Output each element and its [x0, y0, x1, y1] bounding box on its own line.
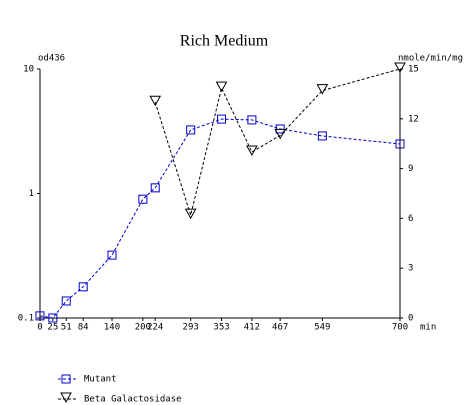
marker — [184, 208, 197, 220]
x-axis-label: min — [420, 323, 436, 333]
y2-axis-label: nmole/min/mg — [398, 54, 463, 64]
x-tick-label: 200 — [135, 323, 151, 333]
y2-tick-label: 3 — [408, 264, 413, 274]
x-tick-label: 412 — [244, 323, 260, 333]
legend-marker — [61, 374, 71, 384]
x-tick-label: 467 — [272, 323, 288, 333]
legend-label: Beta Galactosidase — [84, 395, 182, 405]
y2-tick-label: 6 — [408, 214, 413, 224]
x-tick-label: 293 — [183, 323, 199, 333]
x-tick-label: 549 — [314, 323, 330, 333]
legend-marker — [60, 392, 72, 404]
series-line — [39, 118, 401, 319]
x-tick-label: 353 — [213, 323, 229, 333]
y2-tick-label: 12 — [408, 114, 419, 124]
marker — [48, 313, 58, 323]
x-tick-label: 84 — [78, 323, 89, 333]
y-tick-label: 0.1 — [18, 314, 34, 324]
y-axis-label: od436 — [38, 54, 65, 64]
chart-title: Rich Medium — [180, 33, 269, 50]
marker — [395, 139, 405, 149]
y2-tick-label: 15 — [408, 65, 419, 75]
marker — [78, 282, 88, 292]
x-tick-label: 25 — [47, 323, 58, 333]
x-tick-label: 51 — [61, 323, 72, 333]
marker — [274, 128, 287, 140]
x-tick-label: 0 — [37, 323, 42, 333]
y2-tick-label: 0 — [408, 314, 413, 324]
marker — [215, 81, 228, 93]
marker — [247, 115, 257, 125]
series-line — [154, 68, 401, 217]
x-tick-label: 224 — [147, 323, 163, 333]
x-tick-label: 700 — [392, 323, 408, 333]
marker — [394, 62, 406, 74]
marker — [316, 84, 329, 95]
marker — [217, 114, 227, 124]
marker — [35, 311, 45, 321]
marker — [61, 296, 71, 306]
x-tick-label: 140 — [104, 323, 120, 333]
marker — [186, 125, 196, 135]
y-tick-label: 10 — [23, 65, 34, 75]
marker — [149, 95, 162, 107]
legend-label: Mutant — [84, 375, 117, 385]
y-tick-label: 1 — [29, 189, 34, 199]
marker — [138, 194, 148, 204]
marker — [317, 131, 327, 141]
marker — [150, 183, 160, 193]
marker — [107, 250, 117, 260]
y2-tick-label: 9 — [408, 164, 413, 174]
marker — [246, 145, 258, 157]
